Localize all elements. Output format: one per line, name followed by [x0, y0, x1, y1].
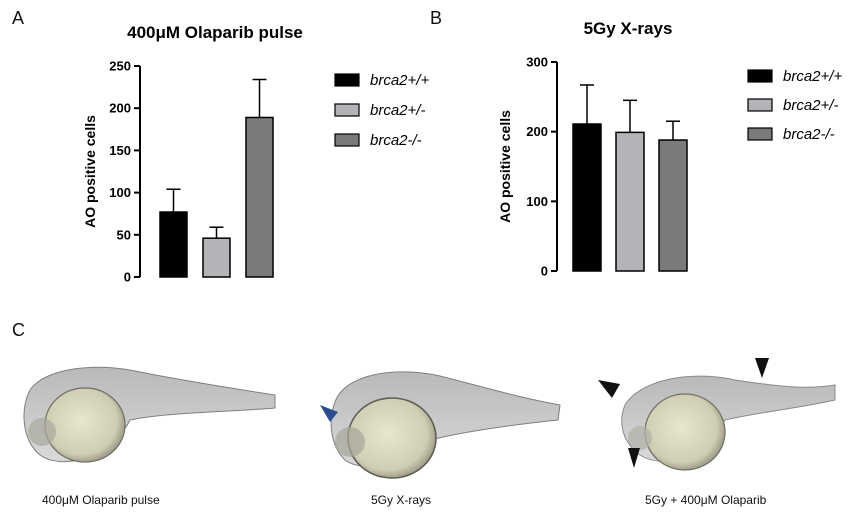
chart-1-ytick-label-0: 0	[124, 270, 131, 285]
panel-label-c: C	[12, 320, 25, 340]
chart-2-ytick-label-1: 100	[526, 194, 548, 209]
chart-2-legend-label-2: brca2-/-	[783, 126, 835, 143]
arrowhead-tail-icon	[755, 358, 769, 378]
chart-1-bar-2	[245, 116, 274, 278]
arrowhead-bottom-icon	[628, 448, 640, 468]
chart-2-ylabel: AO positive cells	[497, 110, 513, 223]
chart-2-ytick-label-3: 300	[526, 55, 548, 70]
chart-1-ytick-label-2: 100	[109, 185, 131, 200]
chart-1-legend-label-0: brca2+/+	[370, 72, 429, 89]
chart-2-ytick-label-2: 200	[526, 124, 548, 139]
chart-2-title: 5Gy X-rays	[584, 19, 673, 38]
chart-2-bar-2	[658, 139, 688, 272]
chart-1-bar-0	[159, 211, 188, 278]
chart-2-bar-0	[572, 123, 602, 272]
panel-label-b: B	[430, 8, 443, 28]
embryo-images	[23, 358, 836, 479]
chart-1-ytick-label-5: 250	[109, 59, 131, 74]
chart-1-legend-label-1: brca2+/-	[370, 102, 425, 119]
chart-2-legend-swatch-1	[747, 98, 773, 112]
chart-1-ytick-label-1: 50	[117, 227, 131, 242]
chart-2-bar-1	[615, 131, 645, 272]
panel-label-a: A	[12, 8, 25, 28]
charts-area: 400μM Olaparib pulse AO positive cells 0 50…	[82, 19, 842, 285]
chart-1-legend-swatch-2	[334, 133, 360, 147]
caption-olaparib: 400μM Olaparib pulse	[42, 493, 160, 507]
chart-1-ylabel: AO positive cells	[82, 115, 98, 228]
chart-1-legend-swatch-1	[334, 103, 360, 117]
blue-arrowhead-icon	[320, 405, 338, 422]
caption-xray: 5Gy X-rays	[371, 493, 432, 507]
arrowhead-head-icon	[598, 380, 620, 398]
embryo-image-combined	[598, 358, 836, 471]
chart-2-legend-label-0: brca2+/+	[783, 68, 842, 85]
chart-1-title: 400μM Olaparib pulse	[127, 23, 303, 42]
chart-2-legend-label-1: brca2+/-	[783, 97, 838, 114]
chart-1-ytick-label-4: 200	[109, 101, 131, 116]
chart-1-legend-label-2: brca2-/-	[370, 132, 422, 149]
embryo-image-olaparib	[23, 366, 276, 463]
chart-1-ytick-label-3: 150	[109, 143, 131, 158]
chart-1-legend-swatch-0	[334, 73, 360, 87]
embryo-image-xray	[320, 371, 561, 479]
chart-2-legend-swatch-0	[747, 69, 773, 83]
chart-2-ytick-label-0: 0	[541, 264, 548, 279]
caption-combined: 5Gy + 400μM Olaparib	[645, 493, 767, 507]
chart-2-legend-swatch-2	[747, 127, 773, 141]
chart-1-bar-1	[202, 237, 231, 278]
